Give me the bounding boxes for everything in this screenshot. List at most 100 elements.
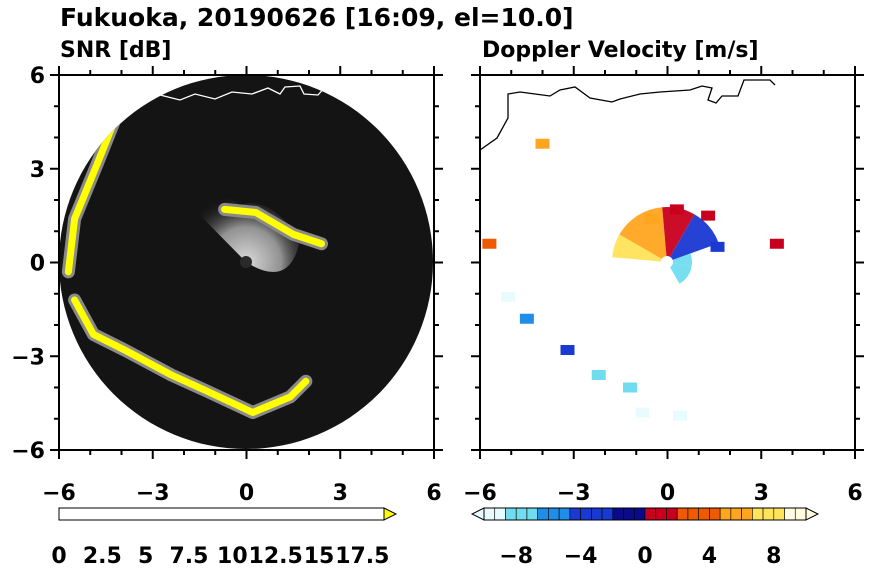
x-tick-label: 0 bbox=[660, 481, 675, 506]
doppler-echo-cell bbox=[673, 410, 687, 421]
doppler-colorbar-swatch bbox=[676, 507, 689, 521]
doppler-colorbar-frame bbox=[483, 507, 807, 521]
doppler-colorbar-swatch bbox=[719, 507, 732, 521]
doppler-colorbar-swatch bbox=[773, 507, 785, 521]
x-tick-label: −3 bbox=[557, 481, 591, 506]
snr-colorbar-labels: 0 2.5 5 7.5 10 12.5 15 17.5 bbox=[51, 544, 389, 569]
x-tick-label: 6 bbox=[426, 481, 441, 506]
doppler-colorbar-swatch bbox=[666, 507, 678, 521]
snr-echo-bands bbox=[61, 112, 328, 419]
x-tick-label: −6 bbox=[463, 481, 497, 506]
doppler-colorbar-swatch bbox=[558, 507, 571, 521]
doppler-colorbar-swatch bbox=[730, 507, 742, 521]
doppler-panel-title: Doppler Velocity [m/s] bbox=[482, 38, 759, 63]
y-tick-label: 6 bbox=[30, 64, 45, 89]
snr-colorbar-label: 17.5 bbox=[335, 544, 389, 569]
snr-colorbar-label: 2.5 bbox=[83, 544, 122, 569]
snr-echo-band bbox=[64, 115, 119, 276]
doppler-colorbar-swatch bbox=[483, 507, 496, 521]
doppler-echo-cell bbox=[535, 138, 550, 149]
doppler-colorbar-swatch bbox=[762, 507, 775, 521]
doppler-colorbar-swatch bbox=[709, 507, 721, 521]
x-tick-label: −3 bbox=[136, 481, 170, 506]
doppler-colorbar-swatch bbox=[741, 507, 753, 521]
doppler-near-wedge bbox=[612, 234, 667, 262]
doppler-colorbar-swatch bbox=[591, 507, 603, 521]
snr-colorbar-label: 7.5 bbox=[170, 544, 209, 569]
doppler-echo-cell bbox=[591, 370, 606, 380]
doppler-colorbar-swatch bbox=[794, 507, 807, 521]
doppler-colorbar-swatch bbox=[494, 507, 506, 521]
doppler-colorbar-swatch bbox=[601, 507, 614, 521]
x-tick-label: 3 bbox=[333, 481, 348, 506]
doppler-colorbar-label: 0 bbox=[637, 544, 652, 569]
doppler-colorbar-swatches bbox=[483, 507, 807, 521]
snr-radar-center bbox=[240, 256, 252, 268]
doppler-echo-cell bbox=[635, 407, 650, 418]
doppler-colorbar-label: −8 bbox=[499, 544, 533, 569]
doppler-colorbar-labels: −8 −4 0 4 8 bbox=[499, 544, 781, 569]
doppler-coastline bbox=[480, 79, 776, 151]
snr-colorbar-label: 10 bbox=[217, 544, 248, 569]
x-tick-label: 0 bbox=[239, 481, 254, 506]
doppler-echo-cell bbox=[769, 238, 784, 249]
doppler-colorbar-swatch bbox=[698, 507, 710, 521]
doppler-colorbar-swatch bbox=[655, 507, 667, 521]
doppler-axis-ticks bbox=[471, 66, 864, 459]
doppler-colorbar: −8 −4 0 4 8 bbox=[470, 507, 820, 569]
snr-colorbar: 0 2.5 5 7.5 10 12.5 15 17.5 bbox=[51, 507, 398, 569]
snr-near-field-clutter bbox=[185, 193, 300, 273]
x-tick-label: 6 bbox=[847, 481, 862, 506]
snr-colorbar-label: 0 bbox=[51, 544, 66, 569]
doppler-echo-cell bbox=[644, 213, 659, 224]
doppler-colorbar-swatch bbox=[505, 507, 517, 521]
doppler-colorbar-label: 8 bbox=[766, 544, 781, 569]
doppler-colorbar-swatch bbox=[644, 507, 657, 521]
doppler-colorbar-swatch bbox=[623, 507, 635, 521]
doppler-colorbar-swatch bbox=[612, 507, 624, 521]
doppler-colorbar-swatch bbox=[784, 507, 796, 521]
figure-title: Fukuoka, 20190626 [16:09, el=10.0] bbox=[60, 3, 574, 32]
doppler-colorbar-swatch bbox=[569, 507, 581, 521]
snr-panel: SNR [dB] −6 −3 0 3 6 6 3 0 −3 −6 bbox=[11, 38, 443, 506]
doppler-colorbar-swatch bbox=[548, 507, 560, 521]
snr-echo-band bbox=[71, 296, 310, 416]
doppler-colorbar-swatch bbox=[752, 507, 764, 521]
doppler-colorbar-swatch bbox=[580, 507, 592, 521]
doppler-echo-cell bbox=[519, 313, 534, 324]
x-tick-label: 3 bbox=[754, 481, 769, 506]
doppler-colorbar-extend-max bbox=[805, 507, 820, 521]
doppler-colorbar-swatch bbox=[526, 507, 538, 521]
doppler-echo-cell bbox=[623, 382, 637, 393]
doppler-x-tick-labels: −6 −3 0 3 6 bbox=[463, 481, 863, 506]
y-tick-label: −3 bbox=[11, 345, 45, 370]
doppler-near-wedge bbox=[667, 214, 719, 262]
doppler-echo-cell bbox=[560, 345, 575, 355]
snr-echo-band bbox=[221, 205, 325, 248]
doppler-colorbar-extend-min bbox=[470, 507, 485, 521]
snr-coastline bbox=[159, 81, 346, 101]
doppler-echo-cell bbox=[669, 204, 684, 215]
snr-colorbar-label: 12.5 bbox=[249, 544, 303, 569]
snr-panel-title: SNR [dB] bbox=[60, 38, 171, 63]
y-tick-label: −6 bbox=[11, 439, 45, 464]
doppler-radar-center bbox=[661, 256, 673, 268]
doppler-colorbar-swatch bbox=[515, 507, 528, 521]
doppler-panel: Doppler Velocity [m/s] −6 −3 0 3 6 bbox=[463, 38, 864, 506]
y-tick-label: 3 bbox=[30, 158, 45, 183]
doppler-echo-cell bbox=[710, 241, 725, 252]
doppler-near-wedge bbox=[662, 207, 695, 262]
x-tick-label: −6 bbox=[42, 481, 76, 506]
doppler-near-wedge bbox=[667, 253, 692, 267]
snr-y-tick-labels: 6 3 0 −3 −6 bbox=[11, 64, 45, 464]
doppler-colorbar-swatch bbox=[633, 507, 646, 521]
doppler-echo-cell bbox=[701, 210, 716, 221]
doppler-colorbar-label: 4 bbox=[702, 544, 717, 569]
doppler-colorbar-swatch bbox=[537, 507, 549, 521]
snr-colorbar-extend-max bbox=[383, 507, 398, 521]
snr-colorbar-label: 15 bbox=[304, 544, 335, 569]
doppler-colorbar-label: −4 bbox=[564, 544, 598, 569]
y-tick-label: 0 bbox=[30, 252, 45, 277]
doppler-echo-cell bbox=[482, 238, 497, 249]
snr-axis-ticks bbox=[50, 66, 443, 459]
